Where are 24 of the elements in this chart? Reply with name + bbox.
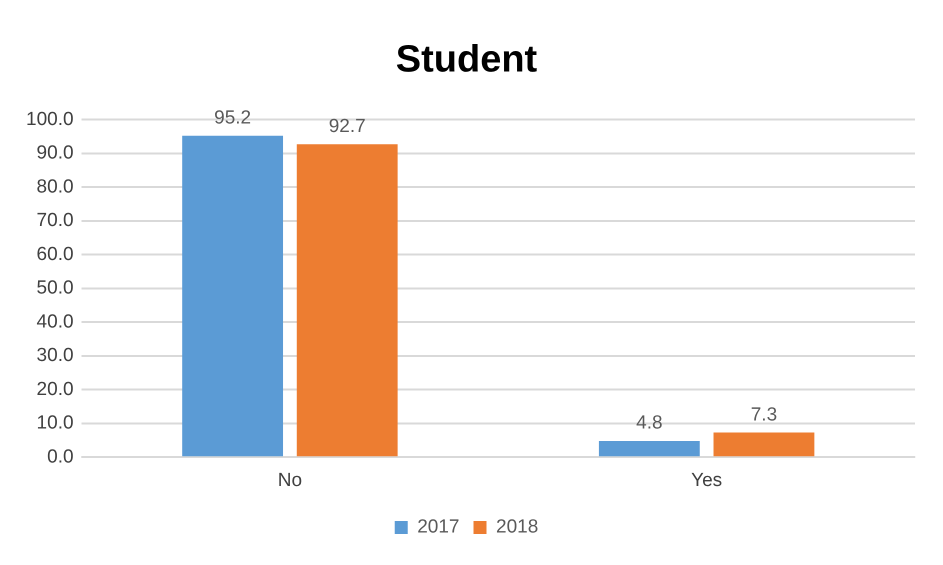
legend-label: 2017: [417, 516, 460, 538]
y-tick-label: 30.0: [36, 345, 74, 366]
y-tick-label: 60.0: [36, 244, 74, 265]
y-tick-label: 50.0: [36, 278, 74, 299]
y-tick-label: 70.0: [36, 210, 74, 232]
x-tick-label: No: [278, 470, 302, 491]
y-tick-label: 40.0: [36, 311, 74, 332]
x-tick-label: Yes: [691, 470, 722, 491]
bar: [296, 144, 398, 456]
y-tick-label: 0.0: [47, 446, 74, 468]
y-tick-label: 20.0: [36, 378, 74, 400]
bar: [598, 440, 700, 456]
y-tick-label: 90.0: [36, 142, 74, 164]
data-label: 7.3: [750, 404, 778, 426]
data-label: 92.7: [328, 116, 366, 137]
legend-label: 2018: [496, 516, 538, 538]
y-tick-label: 80.0: [36, 176, 74, 198]
chart-title: Student: [396, 38, 538, 80]
data-label: 4.8: [636, 412, 663, 434]
bar: [182, 136, 284, 456]
y-tick-label: 10.0: [36, 412, 74, 434]
bar: [714, 432, 814, 456]
y-tick-label: 100.0: [26, 108, 74, 130]
data-label: 95.2: [214, 108, 252, 129]
